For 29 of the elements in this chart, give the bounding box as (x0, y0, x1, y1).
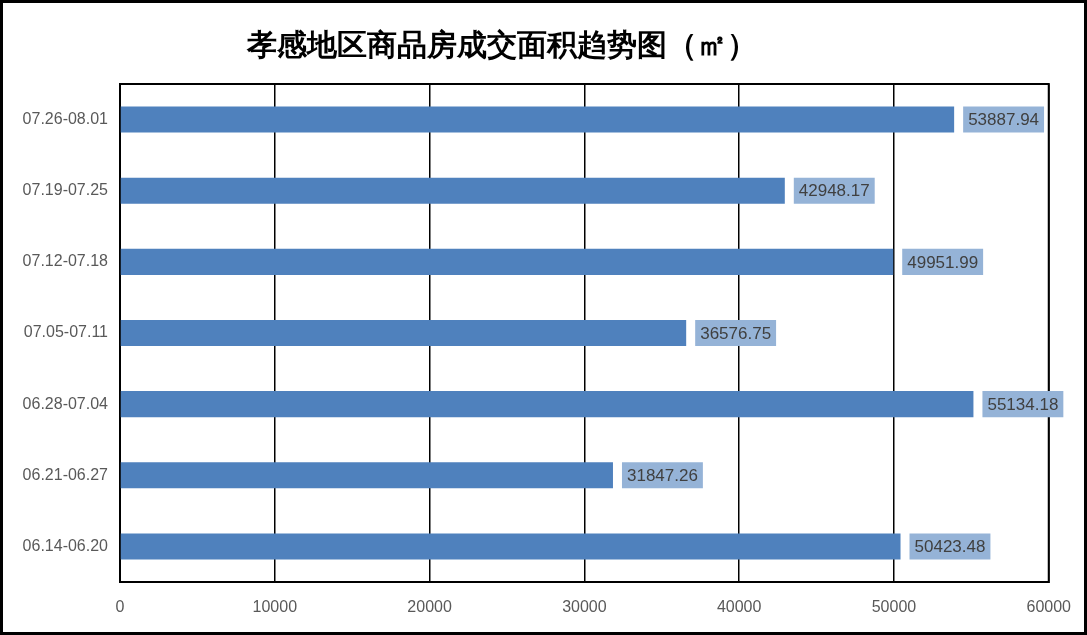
data-label: 42948.17 (798, 181, 870, 201)
bar (120, 462, 613, 489)
bar (120, 106, 955, 133)
y-tick-label: 06.14-06.20 (22, 536, 109, 554)
chart-title: 孝感地区商品房成交面积趋势图（㎡） (246, 26, 757, 62)
y-tick-label: 07.19-07.25 (22, 181, 109, 199)
x-tick-label: 40000 (716, 598, 762, 616)
data-label: 50423.48 (914, 537, 986, 557)
y-tick-label: 06.21-06.27 (22, 465, 109, 483)
y-tick-label: 07.26-08.01 (22, 109, 109, 127)
x-tick-label: 30000 (562, 598, 607, 616)
bar (120, 533, 901, 560)
x-tick-label: 60000 (1026, 598, 1072, 616)
x-tick-label: 20000 (407, 598, 452, 616)
bar (120, 319, 687, 347)
x-tick-label: 0 (115, 598, 125, 616)
data-label: 36576.75 (700, 323, 772, 343)
bar (120, 177, 785, 204)
x-tick-label: 10000 (252, 598, 298, 616)
x-tick-label: 50000 (871, 598, 917, 616)
data-label: 55134.18 (987, 394, 1059, 414)
y-tick-label: 07.12-07.18 (22, 252, 109, 270)
y-tick-label: 06.28-07.04 (22, 394, 109, 412)
y-tick-label: 07.05-07.11 (23, 323, 109, 341)
data-label: 53887.94 (968, 110, 1040, 130)
bar (120, 248, 894, 275)
bar (120, 391, 974, 418)
data-label: 49951.99 (907, 252, 979, 272)
data-label: 31847.26 (626, 465, 698, 485)
